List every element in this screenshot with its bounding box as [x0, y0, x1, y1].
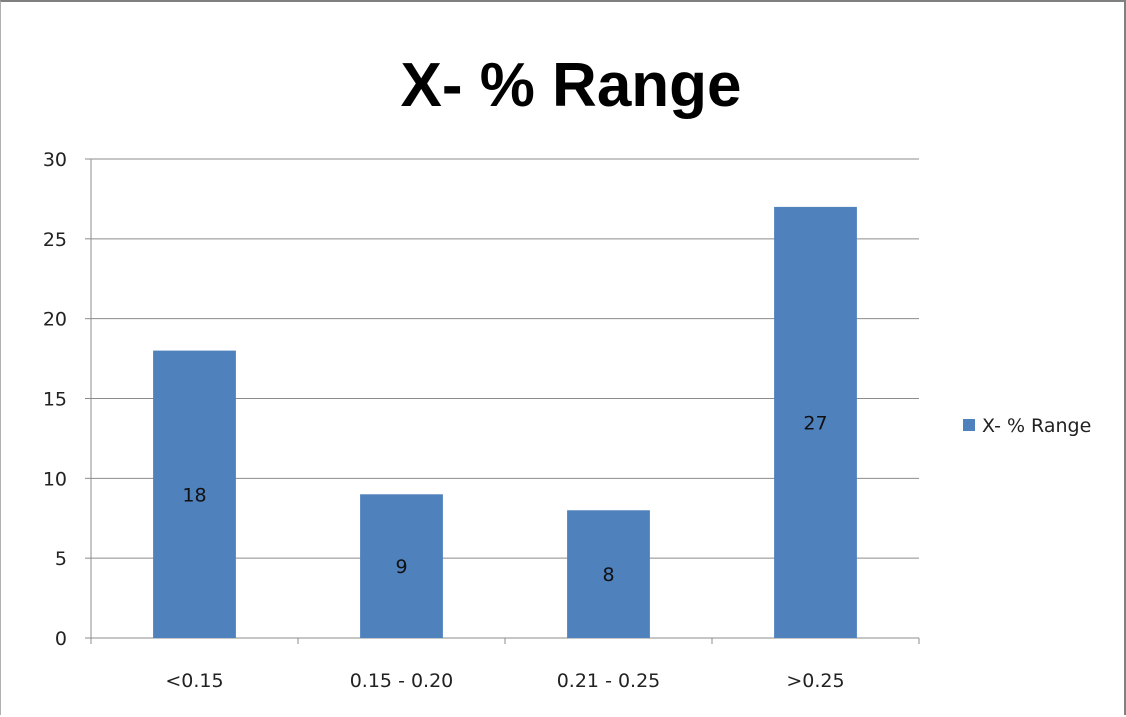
data-label: 9 [395, 556, 407, 578]
data-label: 18 [182, 484, 206, 506]
axes: 0 5 10 15 20 25 30 <0.15 0.15 - 0.20 0.21 - 0.25 >… [43, 149, 920, 692]
bar [360, 494, 443, 638]
data-label: 8 [602, 564, 614, 586]
x-tick-label: 0.21 - 0.25 [557, 670, 661, 692]
y-tick-label: 30 [43, 149, 67, 171]
bar [774, 206, 857, 638]
y-tick-label: 5 [55, 548, 67, 570]
legend-label: X- % Range [982, 415, 1091, 437]
x-tick-label: <0.15 [165, 670, 223, 692]
bar [567, 510, 650, 638]
chart-title: X- % Range [400, 51, 741, 120]
x-tick-label: >0.25 [786, 670, 844, 692]
x-tick-label: 0.15 - 0.20 [350, 670, 454, 692]
y-tick-label: 10 [43, 468, 67, 490]
bars [153, 206, 857, 638]
legend-swatch [963, 419, 975, 431]
legend: X- % Range [963, 415, 1091, 437]
data-label: 27 [803, 412, 827, 434]
y-tick-label: 25 [43, 229, 67, 251]
y-tick-label: 0 [55, 628, 67, 650]
y-tick-label: 15 [43, 389, 67, 411]
y-tick-label: 20 [43, 309, 67, 331]
data-labels: 18 9 8 27 [182, 412, 827, 586]
bar [153, 350, 236, 638]
